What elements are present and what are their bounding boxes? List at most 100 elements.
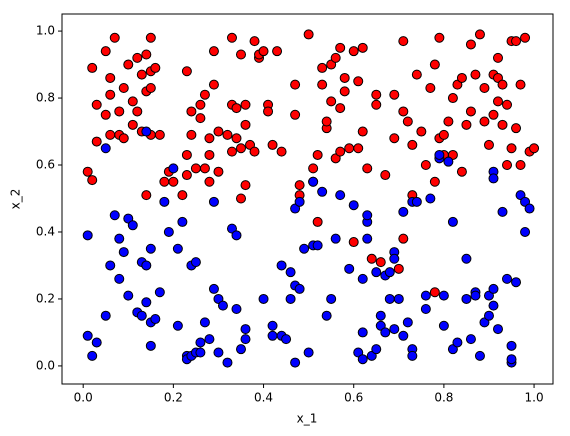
point <box>141 297 152 308</box>
point <box>240 334 251 345</box>
point <box>443 116 454 127</box>
y-tick-label: 0.8 <box>36 91 55 105</box>
point <box>168 176 179 187</box>
point <box>213 347 224 358</box>
point <box>204 149 215 160</box>
point <box>263 106 274 117</box>
point <box>312 240 323 251</box>
point <box>326 293 337 304</box>
point <box>447 216 458 227</box>
point <box>371 89 382 100</box>
point <box>290 109 301 120</box>
point <box>181 170 192 181</box>
point <box>393 263 404 274</box>
point <box>195 113 206 124</box>
point <box>375 257 386 268</box>
y-tick-label: 1.0 <box>36 24 55 38</box>
point <box>105 72 116 83</box>
point <box>529 143 540 154</box>
point <box>226 146 237 157</box>
point <box>506 143 517 154</box>
point <box>231 303 242 314</box>
point <box>132 106 143 117</box>
point <box>136 69 147 80</box>
point <box>335 42 346 53</box>
point <box>366 253 377 264</box>
point <box>357 354 368 365</box>
point <box>114 233 125 244</box>
point <box>492 52 503 63</box>
point <box>398 206 409 217</box>
point <box>213 166 224 177</box>
point <box>231 133 242 144</box>
point <box>362 163 373 174</box>
point <box>425 193 436 204</box>
point <box>434 149 445 160</box>
point <box>87 350 98 361</box>
point <box>267 330 278 341</box>
point <box>461 253 472 264</box>
point <box>290 357 301 368</box>
point <box>371 99 382 110</box>
point <box>447 93 458 104</box>
point <box>235 193 246 204</box>
x-axis-label: x_1 <box>297 412 318 426</box>
point <box>344 143 355 154</box>
point <box>226 32 237 43</box>
point <box>208 283 219 294</box>
point <box>420 160 431 171</box>
point <box>443 156 454 167</box>
point <box>483 310 494 321</box>
point <box>483 139 494 150</box>
point <box>249 36 260 47</box>
point <box>222 357 233 368</box>
point <box>199 317 210 328</box>
point <box>118 133 129 144</box>
point <box>172 243 183 254</box>
point <box>488 173 499 184</box>
point <box>240 119 251 130</box>
point <box>479 116 490 127</box>
point <box>488 283 499 294</box>
point <box>159 196 170 207</box>
x-tick-label: 0.4 <box>254 391 273 405</box>
point <box>520 226 531 237</box>
plot-frame <box>61 13 554 385</box>
point <box>371 344 382 355</box>
point <box>123 290 134 301</box>
point <box>82 230 93 241</box>
point <box>470 290 481 301</box>
point <box>465 106 476 117</box>
point <box>411 69 422 80</box>
point <box>348 200 359 211</box>
point <box>132 52 143 63</box>
point <box>91 99 102 110</box>
point <box>398 106 409 117</box>
point <box>145 83 156 93</box>
y-tick-label: 0.6 <box>36 158 55 172</box>
point <box>497 119 508 130</box>
point <box>321 116 332 127</box>
point <box>335 190 346 201</box>
point <box>425 83 436 93</box>
point <box>362 210 373 221</box>
point <box>195 337 206 348</box>
point <box>141 126 152 137</box>
point <box>222 129 233 140</box>
point <box>154 287 165 298</box>
point <box>276 260 287 271</box>
point <box>235 49 246 60</box>
point <box>348 46 359 57</box>
point <box>393 293 404 304</box>
y-tick-label: 0.0 <box>36 358 55 372</box>
point <box>195 99 206 110</box>
point <box>150 314 161 325</box>
point <box>389 253 400 264</box>
point <box>109 210 120 221</box>
point <box>479 83 490 93</box>
point <box>407 350 418 361</box>
point <box>208 79 219 90</box>
point <box>82 166 93 177</box>
point <box>461 119 472 130</box>
point <box>199 89 210 100</box>
